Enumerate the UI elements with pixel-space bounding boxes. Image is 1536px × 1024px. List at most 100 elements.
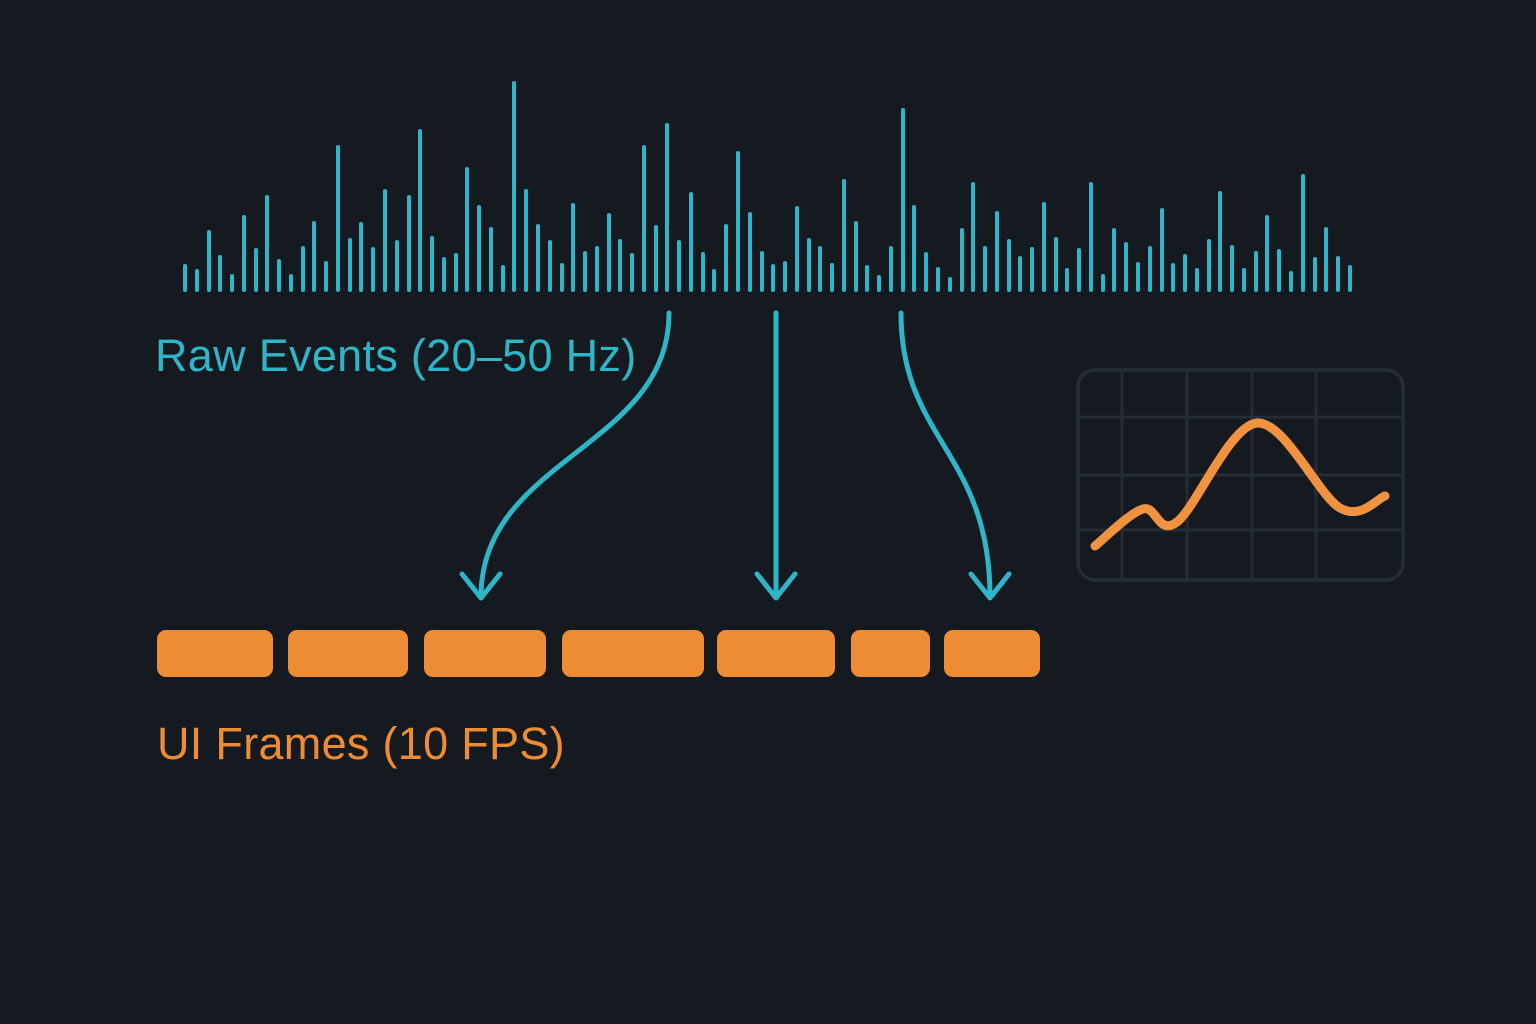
event-spike-bar [465,167,470,292]
event-spike-bar [1159,208,1164,292]
event-spike-bar [183,264,187,292]
event-spike-bar [1183,254,1188,292]
event-spike-bar [277,259,282,292]
event-spike-bar [206,230,211,292]
raw-events-label: Raw Events (20–50 Hz) [155,330,637,381]
chart-curve [1090,418,1390,551]
event-spike-bar [1312,257,1317,292]
event-spike-bar [500,265,505,292]
event-spike-bar [406,195,411,292]
event-spike-bar [1230,245,1235,292]
ui-frame-block [851,630,930,677]
event-spike-bar [841,179,846,292]
event-spike-bar [983,246,988,292]
event-spike-bar [900,108,905,292]
ui-frame-block [288,630,408,677]
event-spike-bar [524,189,529,292]
event-spike-bar [1030,247,1035,292]
event-spike-bar [488,227,493,292]
ui-frame-block [717,630,835,677]
event-spike-bar [630,253,635,292]
event-spike-bar [288,274,293,292]
event-spike-bar [1336,256,1341,292]
event-spike-bar [1265,215,1270,292]
event-spike-bar [347,238,352,292]
event-spike-bar [888,246,893,292]
event-spike-bar [877,275,882,292]
event-spike-bar [971,182,976,292]
event-spike-bar [688,192,693,292]
event-spike-bar [547,240,552,292]
event-spike-bar [512,81,517,292]
event-spike-bar [1018,256,1023,292]
event-spike-bar [1088,182,1093,292]
event-spike-bar [453,253,458,292]
event-spike-bar [1171,263,1176,292]
event-spike-bar [1041,202,1046,292]
event-spike-bar [853,221,858,292]
event-spike-bar [712,269,717,292]
event-spike-bar [1300,174,1305,292]
event-spike-bar [359,222,364,292]
event-spike-bar [1053,237,1058,292]
event-spike-bar [759,251,764,292]
chart-grid [1076,368,1405,582]
down-arrow-right-icon [898,310,1012,601]
event-spike-bar [994,211,999,292]
event-spike-bar [1194,268,1199,292]
ui-frame-block [562,630,704,677]
event-spike-bar [418,129,423,292]
event-spike-bar [559,263,564,292]
event-spike-bar [771,264,776,292]
event-spike-bar [1136,262,1141,292]
event-spike-bar [641,145,646,292]
event-spike-bar [959,228,964,292]
event-spike-bar [394,240,399,292]
event-spike-bar [1253,251,1258,292]
event-spike-bar [783,261,788,292]
event-spike-bar [1206,239,1211,292]
event-spike-bar [324,261,329,292]
raw-event-spikes [183,81,1353,292]
event-spike-bar [441,257,446,292]
event-spike-bar [947,277,952,292]
event-spike-bar [1324,227,1329,292]
event-spike-bar [1006,239,1011,292]
event-spike-bar [230,274,235,292]
event-spike-bar [1112,228,1117,292]
event-spike-bar [677,240,682,292]
event-spike-bar [1288,271,1293,292]
event-spike-bar [818,246,823,292]
event-spike-bar [653,225,658,292]
event-spike-bar [936,267,940,292]
event-spike-bar [830,263,835,292]
event-spike-bar [335,145,340,292]
event-spike-bar [594,246,599,292]
mini-line-chart [1076,368,1405,582]
event-spike-bar [253,248,258,292]
event-spike-bar [194,269,199,292]
event-spike-bar [1077,248,1082,292]
event-spike-bar [1347,265,1352,292]
event-spike-bar [724,224,729,292]
event-spike-bar [1218,191,1223,292]
event-spike-bar [583,251,588,292]
event-spike-bar [794,206,799,292]
event-spike-bar [1147,246,1152,292]
event-spike-bar [665,123,670,292]
event-spike-bar [1100,274,1105,292]
event-spike-bar [924,252,929,292]
event-spike-bar [300,246,305,292]
event-spike-bar [1277,249,1282,292]
event-spike-bar [806,238,811,292]
event-spike-bar [371,247,376,292]
event-spike-bar [606,213,611,292]
event-spike-bar [1124,242,1129,292]
event-spike-bar [1065,268,1070,292]
event-spike-bar [1241,268,1246,292]
event-spike-bar [912,205,917,292]
event-spike-bar [700,252,705,292]
ui-frame-block [157,630,273,677]
ui-frame-block [944,630,1040,677]
event-spike-bar [265,195,270,292]
